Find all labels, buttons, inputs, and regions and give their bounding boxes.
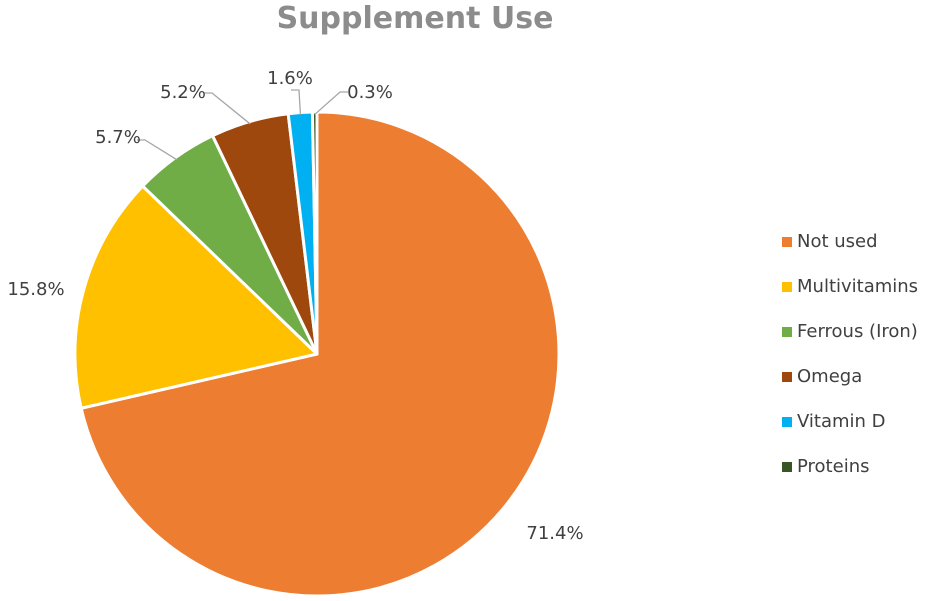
legend: Not used Multivitamins Ferrous (Iron) Omega… [782, 231, 918, 477]
leader-line-ferrous-iron [137, 139, 178, 161]
legend-label-proteins: Proteins [797, 456, 869, 477]
data-label-proteins: 0.3% [347, 82, 393, 103]
legend-label-ferrous-iron: Ferrous (Iron) [797, 321, 918, 342]
legend-swatch-vitamin-d [782, 417, 792, 427]
legend-item-ferrous-iron: Ferrous (Iron) [782, 321, 918, 342]
legend-swatch-not-used [782, 237, 792, 247]
leader-line-omega [204, 92, 251, 125]
pie-slice-not-used [79, 110, 561, 598]
legend-item-vitamin-d: Vitamin D [782, 411, 886, 432]
data-label-vitamin-d: 1.6% [267, 68, 313, 89]
legend-item-omega: Omega [782, 366, 862, 387]
data-label-ferrous-iron: 5.7% [95, 127, 141, 148]
data-labels: 71.4% 15.8% 5.7% 5.2% 1.6% 0.3% [7, 68, 583, 544]
data-label-not-used: 71.4% [526, 523, 583, 544]
data-label-omega: 5.2% [160, 82, 206, 103]
legend-item-proteins: Proteins [782, 456, 869, 477]
legend-item-not-used: Not used [782, 231, 878, 252]
chart-title: Supplement Use [276, 1, 554, 36]
legend-swatch-ferrous-iron [782, 327, 792, 337]
legend-swatch-multivitamins [782, 282, 792, 292]
legend-label-not-used: Not used [797, 231, 878, 252]
legend-label-omega: Omega [797, 366, 862, 387]
legend-label-vitamin-d: Vitamin D [797, 411, 886, 432]
legend-swatch-proteins [782, 462, 792, 472]
legend-swatch-omega [782, 372, 792, 382]
pie-slices [73, 110, 561, 598]
leader-line-vitamin-d [291, 89, 302, 116]
leader-lines [137, 89, 348, 161]
legend-item-multivitamins: Multivitamins [782, 276, 918, 297]
pie-slice-multivitamins [73, 184, 319, 410]
leader-line-proteins [314, 91, 348, 115]
legend-label-multivitamins: Multivitamins [797, 276, 918, 297]
data-label-multivitamins: 15.8% [7, 279, 64, 300]
